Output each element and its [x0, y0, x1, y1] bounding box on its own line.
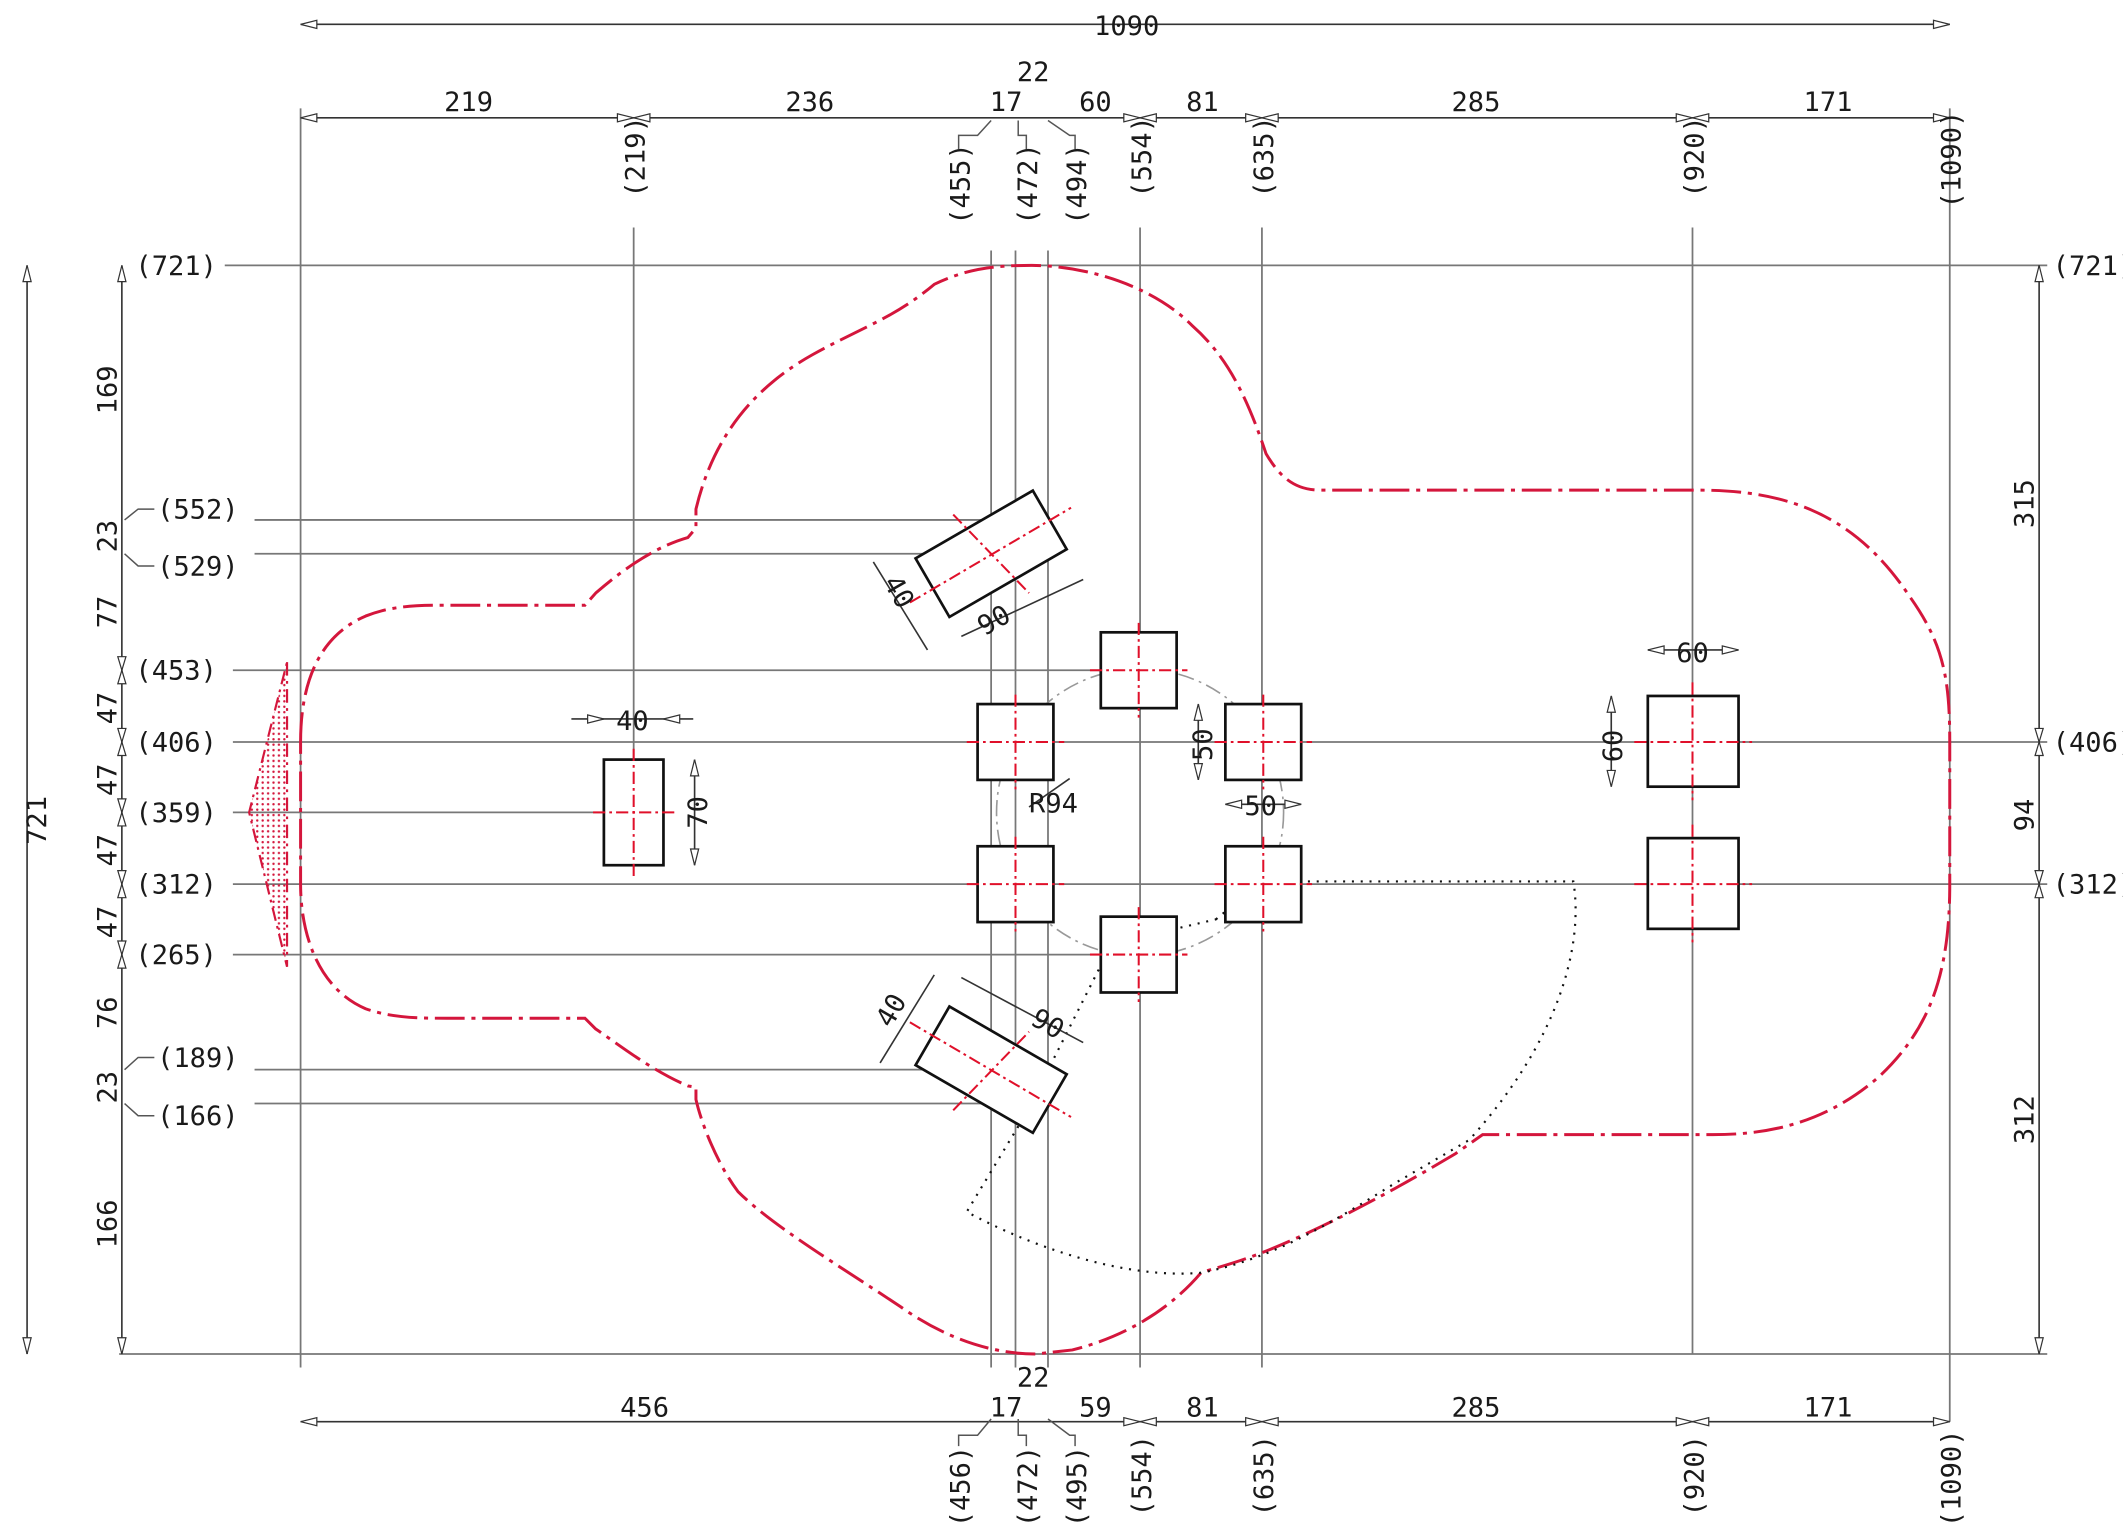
left-dim-label: 23 — [92, 520, 123, 553]
left-dimension-texts: 721 169 23 77 47 47 47 47 76 23 166 — [22, 365, 123, 1248]
reference-lines — [119, 108, 2048, 1422]
top-dim-label: 22 — [1017, 57, 1050, 88]
left-coord-label: (552) — [157, 495, 239, 526]
left-coord-label: (166) — [157, 1101, 239, 1132]
left-coord-label: (529) — [157, 551, 239, 582]
overall-width-label: 1090 — [1094, 11, 1159, 42]
left-overall-label: 721 — [22, 796, 53, 845]
circle-radius-label: R94 — [1029, 788, 1078, 819]
arrowheads — [22, 19, 2045, 1427]
centerlines — [593, 506, 1753, 1118]
top-dim-label: 236 — [785, 87, 834, 118]
bottom-beam-width-label: 40 — [870, 989, 913, 1033]
leader-lines — [124, 119, 1076, 1447]
bottom-dim-label: 171 — [1804, 1392, 1853, 1423]
bottom-coord-label: (554) — [1127, 1435, 1158, 1517]
right-dimension-texts: 315 94 312 (721) (406) (312) — [2010, 251, 2123, 1144]
bottom-coord-label: (456) — [945, 1446, 976, 1528]
bottom-dim-label: 22 — [1017, 1362, 1050, 1393]
bottom-dim-label: 81 — [1186, 1392, 1219, 1423]
bottom-coord-label: (472) — [1013, 1446, 1044, 1528]
top-dimension-texts: 1090 219 236 17 22 60 81 285 171 — [444, 11, 1852, 118]
left-coord-label: (312) — [135, 870, 217, 901]
bottom-coordinate-texts: (456) (472) (495) (554) (635) (920) (109… — [945, 1429, 1967, 1527]
square-width-label: 50 — [1244, 791, 1277, 822]
left-dim-label: 166 — [92, 1199, 123, 1248]
left-dim-label: 47 — [92, 692, 123, 725]
top-coord-label: (472) — [1013, 143, 1044, 225]
impact-area-hatch — [248, 661, 289, 968]
bottom-dim-label: 456 — [620, 1392, 669, 1423]
right-dim-label: 312 — [2010, 1095, 2041, 1144]
right-post-height-label: 60 — [1598, 730, 1629, 763]
square-posts — [602, 488, 1740, 1135]
fall-zone-outline — [965, 880, 1577, 1275]
bottom-coord-label: (495) — [1062, 1446, 1093, 1528]
top-coord-label: (635) — [1249, 116, 1280, 198]
element-dimension-texts: 40 70 40 90 40 90 50 50 R94 60 60 — [616, 570, 1709, 1046]
left-coordinate-texts: (721) (552) (529) (453) (406) (359) (312… — [135, 251, 238, 1132]
bottom-coord-label: (920) — [1679, 1435, 1710, 1517]
right-coord-label: (721) — [2053, 251, 2123, 282]
left-dim-label: 47 — [92, 834, 123, 867]
right-post-width-label: 60 — [1676, 638, 1709, 669]
top-dim-label: 17 — [990, 87, 1023, 118]
top-dim-label: 171 — [1804, 87, 1853, 118]
left-coord-label: (359) — [135, 798, 217, 829]
left-dim-label: 23 — [92, 1071, 123, 1104]
bottom-coord-label: (635) — [1249, 1435, 1280, 1517]
left-post-width-label: 40 — [616, 706, 649, 737]
bottom-dim-label: 59 — [1079, 1392, 1112, 1423]
left-dim-label: 47 — [92, 906, 123, 939]
top-coord-label: (920) — [1679, 116, 1710, 198]
bottom-dim-label: 285 — [1451, 1392, 1500, 1423]
bottom-dimension-texts: 456 17 22 59 81 285 171 — [620, 1362, 1852, 1423]
top-coord-label: (494) — [1062, 143, 1093, 225]
left-dim-label: 47 — [92, 764, 123, 797]
top-coord-label: (1090) — [1937, 111, 1968, 209]
left-dim-label: 76 — [92, 996, 123, 1029]
safety-zone-boundary — [299, 263, 1952, 1356]
bottom-coord-label: (1090) — [1937, 1429, 1968, 1527]
top-coordinate-texts: (219) (455) (472) (494) (554) (635) (920… — [621, 111, 1968, 225]
left-coord-label: (189) — [157, 1043, 239, 1074]
top-dim-label: 285 — [1451, 87, 1500, 118]
right-coord-label: (406) — [2053, 727, 2123, 758]
top-dim-label: 60 — [1079, 87, 1112, 118]
right-coord-label: (312) — [2053, 870, 2123, 901]
right-dim-label: 315 — [2010, 479, 2041, 528]
left-coord-label: (453) — [135, 656, 217, 687]
left-dim-label: 169 — [92, 365, 123, 414]
top-coord-label: (455) — [945, 143, 976, 225]
left-coord-label: (406) — [135, 727, 217, 758]
top-coord-label: (554) — [1127, 116, 1158, 198]
right-dim-label: 94 — [2010, 799, 2041, 832]
bottom-beam-length-label: 90 — [1026, 1003, 1070, 1046]
left-coord-label: (721) — [135, 251, 217, 282]
top-beam-length-label: 90 — [972, 599, 1016, 642]
square-height-label: 50 — [1188, 728, 1219, 761]
left-post-height-label: 70 — [683, 796, 714, 829]
left-coord-label: (265) — [135, 940, 217, 971]
left-dim-label: 77 — [92, 596, 123, 629]
top-dim-label: 81 — [1186, 87, 1219, 118]
central-circle — [995, 668, 1285, 957]
top-dim-label: 219 — [444, 87, 493, 118]
top-coord-label: (219) — [621, 116, 652, 198]
bottom-dim-label: 17 — [990, 1392, 1023, 1423]
